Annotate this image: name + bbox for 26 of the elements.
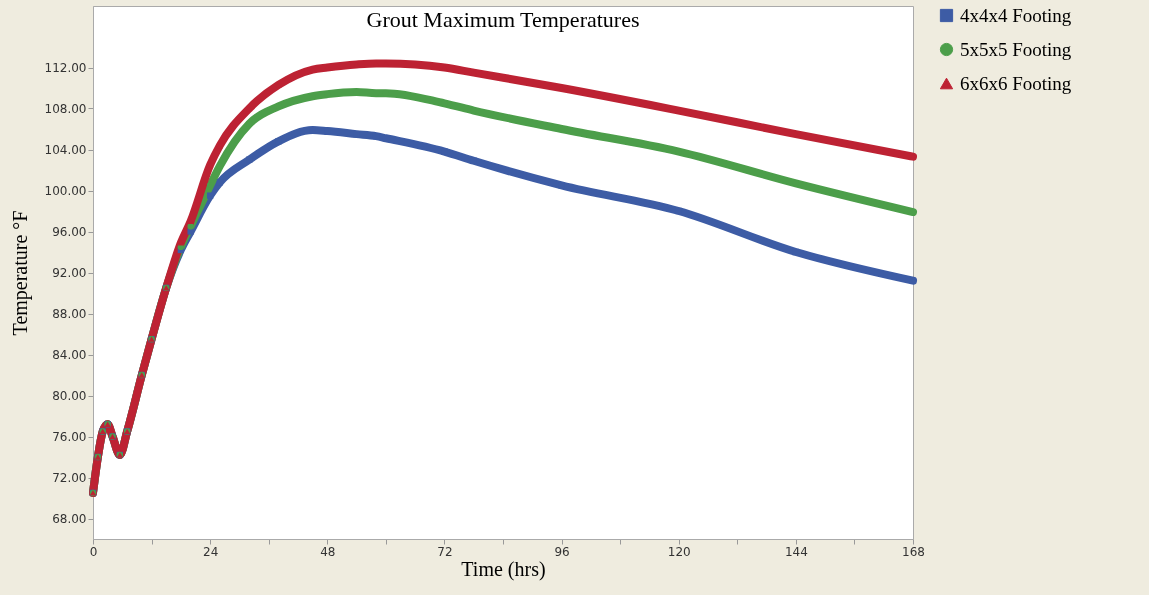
x-tick-label: 0 (89, 544, 98, 559)
chart-title: Grout Maximum Temperatures (366, 7, 640, 32)
x-tick-label: 96 (554, 544, 570, 559)
y-tick-label: 104.00 (44, 143, 87, 157)
y-tick-label: 80.00 (52, 389, 87, 403)
y-tick-label: 76.00 (52, 430, 87, 444)
y-tick-label: 72.00 (52, 471, 87, 485)
x-tick-label: 168 (902, 544, 925, 559)
y-tick-label: 92.00 (52, 266, 87, 280)
x-tick-label: 72 (437, 544, 453, 559)
y-tick-label: 68.00 (52, 512, 87, 526)
x-axis-title: Time (hrs) (461, 557, 546, 581)
legend-label: 5x5x5 Footing (960, 38, 1072, 60)
x-tick-label: 120 (667, 544, 691, 559)
legend-label: 4x4x4 Footing (960, 4, 1072, 26)
legend-label: 6x6x6 Footing (960, 72, 1072, 94)
y-tick-label: 100.00 (44, 184, 87, 198)
y-tick-label: 96.00 (52, 225, 87, 239)
x-tick-label: 24 (203, 544, 219, 559)
x-tick-label: 48 (320, 544, 336, 559)
y-tick-label: 108.00 (44, 102, 87, 116)
y-tick-label: 112.00 (44, 61, 87, 75)
y-tick-label: 88.00 (52, 307, 87, 321)
y-tick-label: 84.00 (52, 348, 87, 362)
y-axis-title: Temperature °F (8, 210, 32, 336)
x-tick-label: 144 (784, 544, 808, 559)
